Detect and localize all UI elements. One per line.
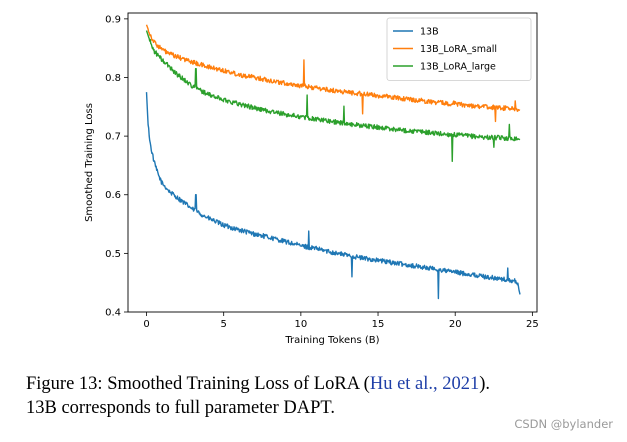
y-tick-label: 0.6	[105, 190, 121, 201]
x-axis-label: Training Tokens (B)	[284, 335, 379, 346]
x-tick-label: 5	[221, 319, 227, 330]
legend-label: 13B_LoRA_large	[420, 62, 496, 73]
x-tick-label: 20	[449, 319, 462, 330]
y-axis-ticks: 0.4 0.5 0.6 0.7 0.8 0.9	[105, 14, 128, 319]
legend: 13B 13B_LoRA_small 13B_LoRA_large	[386, 17, 532, 81]
y-tick-label: 0.5	[105, 249, 121, 260]
legend-box	[386, 17, 532, 81]
caption-line-2: 13B corresponds to full parameter DAPT.	[26, 398, 335, 418]
y-tick-label: 0.4	[105, 308, 121, 319]
y-tick-label: 0.7	[105, 132, 121, 143]
caption-suffix: ).	[479, 374, 491, 394]
x-tick-label: 25	[526, 319, 539, 330]
series-line-13B_LoRA_large	[145, 30, 521, 163]
loss-chart: 0 5 10 15 20 25 0.4 0.5 0.6 0.7 0.8 0.9 Training T…	[84, 12, 539, 346]
x-axis-ticks: 0 5 10 15 20 25	[143, 312, 539, 330]
caption-prefix: Figure 13: Smoothed Training Loss of LoR…	[26, 374, 370, 394]
plot-area-frame	[127, 12, 538, 313]
series-line-13B	[145, 92, 521, 300]
caption-line-1: Figure 13: Smoothed Training Loss of LoR…	[26, 372, 626, 396]
citation-link[interactable]: Hu et al., 2021	[369, 374, 480, 394]
legend-label: 13B	[420, 27, 439, 38]
y-axis-label: Smoothed Training Loss	[84, 103, 95, 222]
x-tick-label: 0	[143, 319, 149, 330]
x-tick-label: 10	[294, 319, 307, 330]
y-tick-label: 0.8	[105, 73, 121, 84]
legend-label: 13B_LoRA_small	[420, 44, 497, 55]
series-line-13B_LoRA_small	[145, 24, 521, 123]
watermark: CSDN @bylander	[514, 417, 613, 431]
figure-caption: Figure 13: Smoothed Training Loss of LoR…	[26, 372, 626, 420]
y-tick-label: 0.9	[105, 14, 121, 25]
series-lines	[145, 24, 521, 300]
x-tick-label: 15	[372, 319, 385, 330]
